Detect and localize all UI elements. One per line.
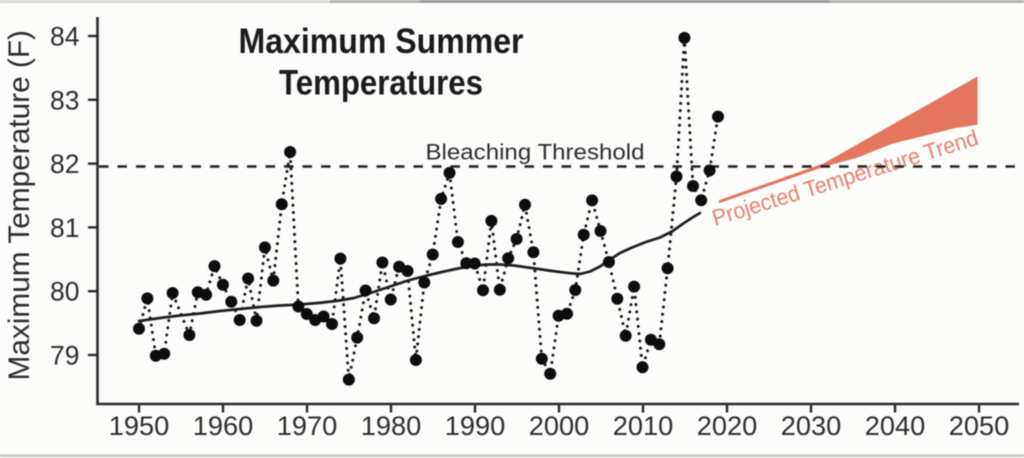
svg-text:2050: 2050 — [949, 410, 1009, 441]
svg-text:83: 83 — [50, 85, 79, 115]
svg-text:Temperatures: Temperatures — [279, 64, 483, 103]
svg-text:2020: 2020 — [697, 410, 757, 441]
svg-text:Maximum Temperature (F): Maximum Temperature (F) — [3, 30, 36, 380]
svg-text:1960: 1960 — [193, 410, 253, 441]
svg-text:2030: 2030 — [781, 410, 841, 441]
svg-text:1990: 1990 — [445, 410, 505, 441]
svg-text:1970: 1970 — [277, 410, 337, 441]
svg-text:1980: 1980 — [361, 410, 421, 441]
svg-text:80: 80 — [50, 277, 79, 307]
svg-text:84: 84 — [50, 22, 79, 52]
svg-text:79: 79 — [50, 341, 79, 371]
svg-text:Bleaching Threshold: Bleaching Threshold — [426, 140, 645, 165]
svg-text:Maximum Summer: Maximum Summer — [239, 22, 524, 61]
svg-text:81: 81 — [50, 213, 79, 243]
svg-text:1950: 1950 — [109, 410, 169, 441]
svg-text:2010: 2010 — [613, 410, 673, 441]
svg-text:2040: 2040 — [865, 410, 925, 441]
svg-text:2000: 2000 — [529, 410, 589, 441]
svg-text:82: 82 — [50, 149, 79, 179]
